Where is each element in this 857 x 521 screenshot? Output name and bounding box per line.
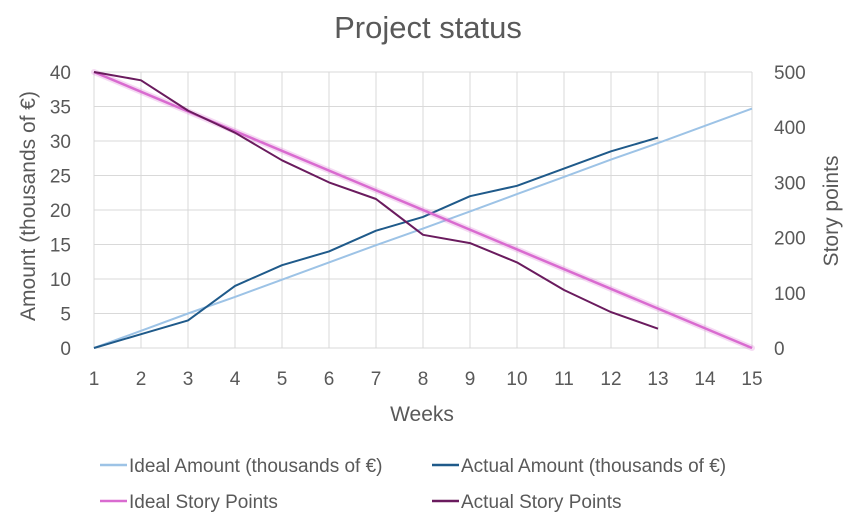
x-tick-4: 4 xyxy=(230,369,241,390)
y2-tick-3: 300 xyxy=(774,173,806,194)
y2-tick-1: 100 xyxy=(774,284,806,305)
x-tick-15: 15 xyxy=(741,369,762,390)
x-tick-12: 12 xyxy=(600,369,621,390)
x-tick-14: 14 xyxy=(694,369,716,390)
y-tick-7: 35 xyxy=(50,98,71,119)
y-tick-2: 10 xyxy=(50,270,71,291)
legend-label-3: Ideal Story Points xyxy=(129,492,278,513)
legend-label-1: Ideal Amount (thousands of €) xyxy=(129,456,383,477)
right-y-axis: 0 100 200 300 400 500 xyxy=(774,63,806,360)
y-tick-5: 25 xyxy=(50,167,71,188)
x-tick-8: 8 xyxy=(418,369,429,390)
y-tick-1: 5 xyxy=(60,305,71,326)
y2-tick-0: 0 xyxy=(774,339,785,360)
x-tick-13: 13 xyxy=(647,369,668,390)
x-tick-7: 7 xyxy=(371,369,382,390)
x-tick-6: 6 xyxy=(324,369,335,390)
x-tick-9: 9 xyxy=(465,369,476,390)
y-tick-3: 15 xyxy=(50,236,71,257)
x-tick-3: 3 xyxy=(183,369,194,390)
series-line-2 xyxy=(93,136,659,349)
y-tick-6: 30 xyxy=(50,132,71,153)
y-axis-title: Amount (thousands of €) xyxy=(17,91,40,321)
legend-label-4: Actual Story Points xyxy=(461,492,622,513)
gridlines xyxy=(93,71,753,349)
x-tick-2: 2 xyxy=(136,369,147,390)
y-tick-8: 40 xyxy=(50,63,71,84)
chart-title: Project status xyxy=(334,10,522,45)
x-axis: 1 2 3 4 5 6 7 8 9 10 11 12 13 14 15 xyxy=(89,369,763,390)
series-line-4 xyxy=(93,71,659,330)
series-lines xyxy=(91,69,755,351)
x-tick-11: 11 xyxy=(554,369,574,390)
x-tick-5: 5 xyxy=(277,369,288,390)
x-tick-10: 10 xyxy=(506,369,527,390)
legend: Ideal Amount (thousands of €) Actual Amou… xyxy=(100,456,726,513)
legend-label-2: Actual Amount (thousands of €) xyxy=(461,456,726,477)
x-tick-1: 1 xyxy=(89,369,100,390)
left-y-axis: 0 5 10 15 20 25 30 35 40 xyxy=(50,63,71,360)
y-tick-4: 20 xyxy=(50,201,71,222)
y2-tick-4: 400 xyxy=(774,118,806,139)
y2-tick-2: 200 xyxy=(774,229,806,250)
y-tick-0: 0 xyxy=(60,339,71,360)
x-axis-title: Weeks xyxy=(390,403,454,426)
y2-axis-title: Story points xyxy=(820,156,843,267)
y2-tick-5: 500 xyxy=(774,63,806,84)
